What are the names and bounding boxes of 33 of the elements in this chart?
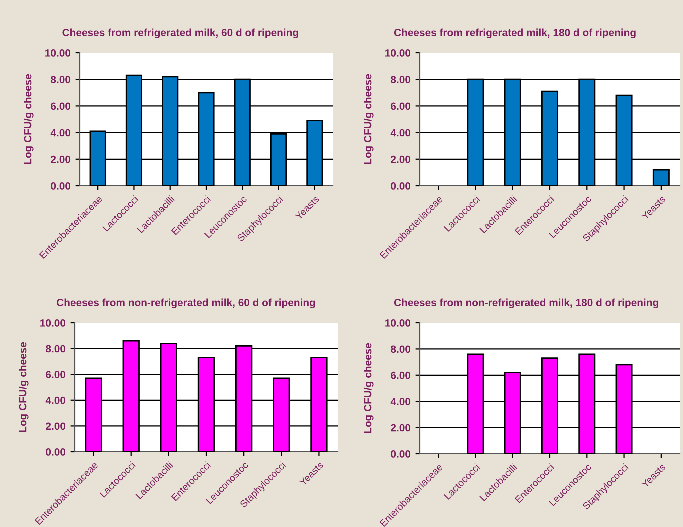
chart-title: Cheeses from non-refrigerated milk, 180 d of ripening bbox=[394, 298, 658, 309]
chart-title: Cheeses from non-refrigerated milk, 60 d of ripening bbox=[57, 298, 316, 309]
y-tick-label: 6.00 bbox=[46, 371, 66, 378]
y-tick-label: 6.00 bbox=[391, 102, 411, 110]
bar bbox=[652, 169, 670, 186]
chart-title: Cheeses from refrigerated milk, 60 d of ripening bbox=[62, 28, 298, 39]
y-tick-label: 0.00 bbox=[51, 182, 71, 190]
y-tick-label: 10.00 bbox=[46, 50, 71, 57]
y-axis-title: Log CFU/g cheese bbox=[19, 342, 29, 432]
y-tick-label: 2.00 bbox=[391, 156, 411, 164]
y-tick-label: 2.00 bbox=[391, 424, 411, 432]
y-tick-label: 0.00 bbox=[391, 182, 411, 190]
y-tick-label: 8.00 bbox=[391, 76, 411, 84]
y-tick-label: 10.00 bbox=[386, 320, 411, 327]
chart-title: Cheeses from refrigerated milk, 180 d of ripening bbox=[394, 28, 636, 39]
y-tick-label: 8.00 bbox=[51, 76, 71, 84]
y-tick-label: 6.00 bbox=[51, 102, 71, 110]
y-tick-label: 4.00 bbox=[46, 396, 66, 404]
y-tick-label: 10.00 bbox=[386, 50, 411, 57]
y-tick-label: 0.00 bbox=[46, 448, 66, 456]
y-tick-label: 4.00 bbox=[50, 129, 71, 137]
y-tick-label: 4.00 bbox=[390, 398, 411, 406]
y-tick-label: 8.00 bbox=[46, 345, 66, 353]
y-tick-label: 2.00 bbox=[46, 422, 66, 430]
y-tick-label: 8.00 bbox=[391, 346, 411, 354]
y-tick-label: 2.00 bbox=[51, 156, 71, 164]
y-tick-label: 10.00 bbox=[40, 320, 66, 327]
y-axis-title: Log CFU/g cheese bbox=[24, 74, 34, 164]
y-tick-label: 0.00 bbox=[391, 450, 411, 458]
y-axis-title: Log CFU/g cheese bbox=[364, 343, 374, 434]
y-axis-title: Log CFU/g cheese bbox=[364, 74, 374, 164]
y-tick-label: 4.00 bbox=[390, 129, 411, 137]
y-tick-label: 6.00 bbox=[391, 372, 411, 380]
